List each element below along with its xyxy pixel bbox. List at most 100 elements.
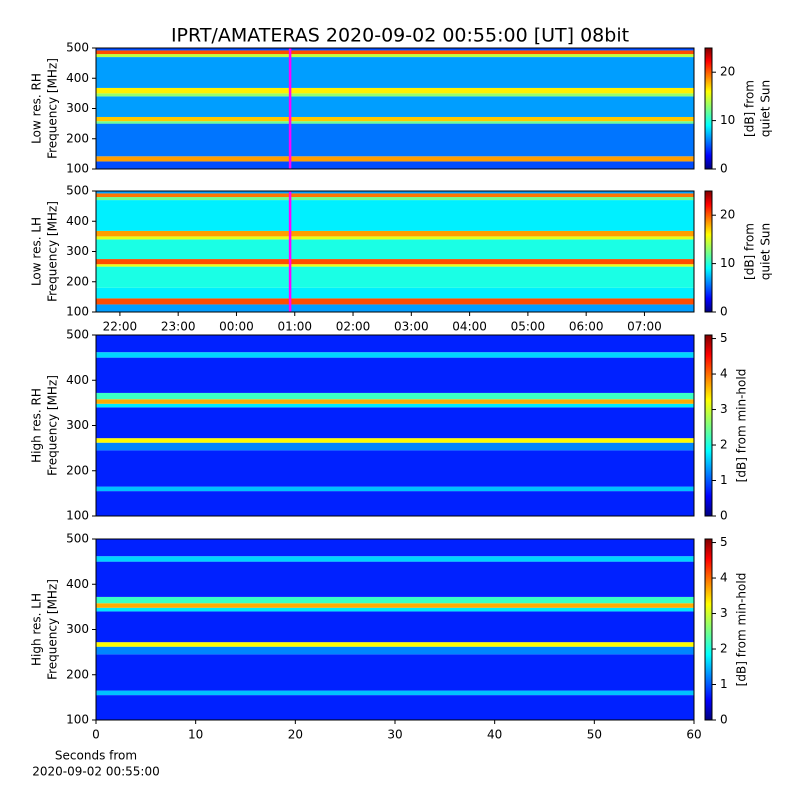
heatmap-cell (96, 304, 694, 312)
colorbar-tick-label: 5 (720, 535, 728, 549)
x-tick-label: 07:00 (627, 320, 662, 334)
colorbar-label: [dB] from min-hold (735, 369, 749, 483)
heatmap-cell (96, 50, 694, 55)
colorbar-label: [dB] from (743, 80, 757, 137)
colorbar-tick-label: 1 (720, 473, 728, 487)
colorbar-label: [dB] from (743, 223, 757, 280)
colorbar-tick-label: 4 (720, 571, 728, 585)
heatmap-cell (96, 403, 694, 408)
x-tick-label: 02:00 (336, 320, 371, 334)
colorbar-tick-label: 0 (720, 305, 728, 319)
heatmap-cell (96, 200, 694, 231)
y-tick-label: 400 (66, 71, 89, 85)
heatmap-cell (96, 357, 694, 393)
y-tick-label: 100 (66, 509, 89, 523)
y-axis-label: Frequency [MHz] (46, 375, 60, 476)
x-tick-label: 06:00 (569, 320, 604, 334)
y-tick-label: 100 (66, 713, 89, 727)
y-tick-label: 500 (66, 328, 89, 342)
y-axis-label: High res. RH (30, 388, 44, 463)
heatmap-cell (96, 607, 694, 612)
heatmap-cell (96, 642, 694, 647)
heatmap-cell (96, 654, 694, 691)
heatmap-cell (96, 695, 694, 720)
x-tick-label: 05:00 (511, 320, 546, 334)
colorbar-tick-label: 5 (720, 331, 728, 345)
heatmap-cell (96, 264, 694, 267)
heatmap-cell (96, 611, 694, 643)
heatmap-cell (96, 93, 694, 97)
heatmap-cell (96, 156, 694, 162)
x-tick-label: 0 (92, 728, 100, 742)
colorbar-tick-label: 4 (720, 367, 728, 381)
x-axis-label: 2020-09-02 00:55:00 (32, 765, 159, 779)
heatmap-cell (96, 197, 694, 201)
colorbar (704, 190, 713, 313)
x-tick-label: 10 (188, 728, 203, 742)
heatmap-cell (96, 259, 694, 265)
x-tick-label: 00:00 (219, 320, 254, 334)
heatmap-cell (96, 287, 694, 299)
y-axis-label: Frequency [MHz] (46, 201, 60, 302)
colorbar-label: quiet Sun (759, 223, 773, 280)
colorbar-tick-label: 10 (720, 256, 735, 270)
y-tick-label: 400 (66, 373, 89, 387)
y-tick-label: 400 (66, 577, 89, 591)
heatmap-cell (96, 646, 694, 655)
y-tick-label: 200 (66, 274, 89, 288)
y-axis-label: High res. LH (30, 593, 44, 666)
x-tick-label: 22:00 (103, 320, 138, 334)
x-tick-label: 30 (387, 728, 402, 742)
x-axis-label: Seconds from (55, 749, 137, 763)
colorbar-label: quiet Sun (759, 80, 773, 137)
colorbar (704, 538, 713, 721)
colorbar-tick-label: 3 (720, 606, 728, 620)
x-tick-label: 03:00 (394, 320, 429, 334)
y-tick-label: 300 (66, 418, 89, 432)
heatmap-cell (96, 450, 694, 487)
colorbar-tick-label: 10 (720, 113, 735, 127)
heatmap-cell (96, 690, 694, 696)
colorbar-tick-label: 0 (720, 509, 728, 523)
heatmap-cell (96, 116, 694, 122)
x-tick-label: 40 (487, 728, 502, 742)
y-tick-label: 200 (66, 131, 89, 145)
heatmap-cell (96, 603, 694, 608)
y-tick-label: 200 (66, 463, 89, 477)
colorbar-tick-label: 20 (720, 65, 735, 79)
y-axis-label: Frequency [MHz] (46, 579, 60, 680)
colorbar-tick-label: 1 (720, 677, 728, 691)
x-tick-label: 01:00 (277, 320, 312, 334)
heatmap-cell (96, 239, 694, 260)
colorbar-tick-label: 2 (720, 642, 728, 656)
colorbar-tick-label: 20 (720, 208, 735, 222)
heatmap-cell (96, 491, 694, 516)
heatmap-cell (96, 399, 694, 404)
heatmap-cell (96, 556, 694, 562)
heatmap-cell (96, 54, 694, 58)
y-tick-label: 400 (66, 214, 89, 228)
heatmap-cell (96, 87, 694, 94)
heatmap-cell (96, 57, 694, 88)
heatmap-cell (96, 230, 694, 237)
y-tick-label: 300 (66, 101, 89, 115)
heatmap-cell (96, 561, 694, 597)
colorbar-label: [dB] from min-hold (735, 573, 749, 687)
y-tick-label: 500 (66, 41, 89, 55)
heatmap-cell (96, 298, 694, 305)
heatmap-cell (96, 407, 694, 439)
y-tick-label: 500 (66, 184, 89, 198)
heatmap-cell (96, 236, 694, 240)
colorbar (704, 47, 713, 170)
heatmap-cell (96, 193, 694, 198)
y-axis-label: Frequency [MHz] (46, 58, 60, 159)
heatmap-cell (96, 48, 694, 51)
colorbar-tick-label: 0 (720, 162, 728, 176)
y-tick-label: 300 (66, 622, 89, 636)
x-tick-label: 20 (288, 728, 303, 742)
y-tick-label: 500 (66, 532, 89, 546)
heatmap-cell (96, 486, 694, 492)
colorbar-tick-label: 2 (720, 438, 728, 452)
y-axis-label: Low res. LH (30, 217, 44, 286)
